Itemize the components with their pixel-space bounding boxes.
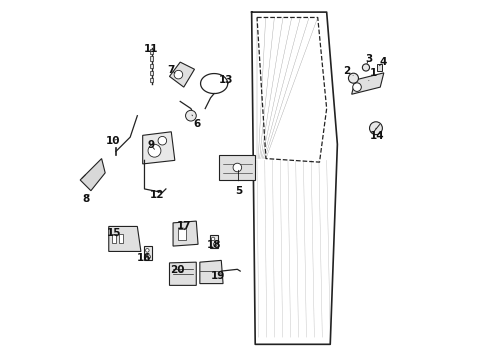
Polygon shape bbox=[80, 158, 105, 191]
Circle shape bbox=[211, 237, 214, 241]
Circle shape bbox=[148, 144, 161, 157]
Bar bbox=[150, 64, 153, 68]
Polygon shape bbox=[169, 62, 194, 87]
Circle shape bbox=[158, 136, 166, 145]
Polygon shape bbox=[142, 132, 175, 164]
Polygon shape bbox=[200, 260, 223, 284]
Polygon shape bbox=[173, 221, 198, 246]
Text: 18: 18 bbox=[206, 240, 221, 250]
Text: 4: 4 bbox=[379, 57, 386, 67]
Circle shape bbox=[213, 243, 217, 246]
Circle shape bbox=[369, 122, 382, 135]
Circle shape bbox=[174, 70, 183, 79]
Text: 19: 19 bbox=[210, 271, 224, 281]
Bar bbox=[150, 71, 153, 75]
Text: 3: 3 bbox=[365, 54, 372, 64]
Bar bbox=[150, 57, 153, 61]
Polygon shape bbox=[351, 73, 383, 94]
Text: 17: 17 bbox=[177, 221, 191, 231]
Bar bbox=[112, 234, 116, 243]
Polygon shape bbox=[108, 226, 141, 251]
Polygon shape bbox=[169, 262, 196, 285]
Bar bbox=[144, 247, 152, 260]
Text: 11: 11 bbox=[143, 44, 158, 54]
Text: 6: 6 bbox=[192, 115, 200, 129]
Text: 12: 12 bbox=[149, 190, 163, 200]
Circle shape bbox=[348, 73, 358, 83]
Text: 1: 1 bbox=[368, 68, 377, 81]
Circle shape bbox=[185, 111, 196, 121]
Text: 10: 10 bbox=[105, 136, 120, 147]
Text: 9: 9 bbox=[147, 140, 154, 150]
Polygon shape bbox=[219, 155, 255, 180]
Bar bbox=[119, 234, 123, 243]
Circle shape bbox=[362, 64, 369, 71]
Text: 14: 14 bbox=[369, 128, 384, 141]
Circle shape bbox=[233, 163, 241, 172]
Text: 13: 13 bbox=[218, 75, 233, 85]
Text: 7: 7 bbox=[167, 65, 175, 75]
Bar bbox=[150, 49, 153, 54]
Text: 8: 8 bbox=[82, 194, 89, 203]
Text: 2: 2 bbox=[343, 66, 352, 76]
Text: 5: 5 bbox=[234, 170, 242, 197]
Bar bbox=[376, 64, 382, 71]
Bar bbox=[210, 235, 218, 248]
Circle shape bbox=[352, 83, 361, 91]
Text: 16: 16 bbox=[136, 253, 151, 263]
Bar bbox=[150, 78, 153, 82]
Circle shape bbox=[145, 249, 149, 252]
Bar bbox=[178, 229, 185, 240]
Circle shape bbox=[147, 255, 150, 258]
Text: 15: 15 bbox=[107, 228, 121, 238]
Text: 20: 20 bbox=[170, 265, 184, 275]
